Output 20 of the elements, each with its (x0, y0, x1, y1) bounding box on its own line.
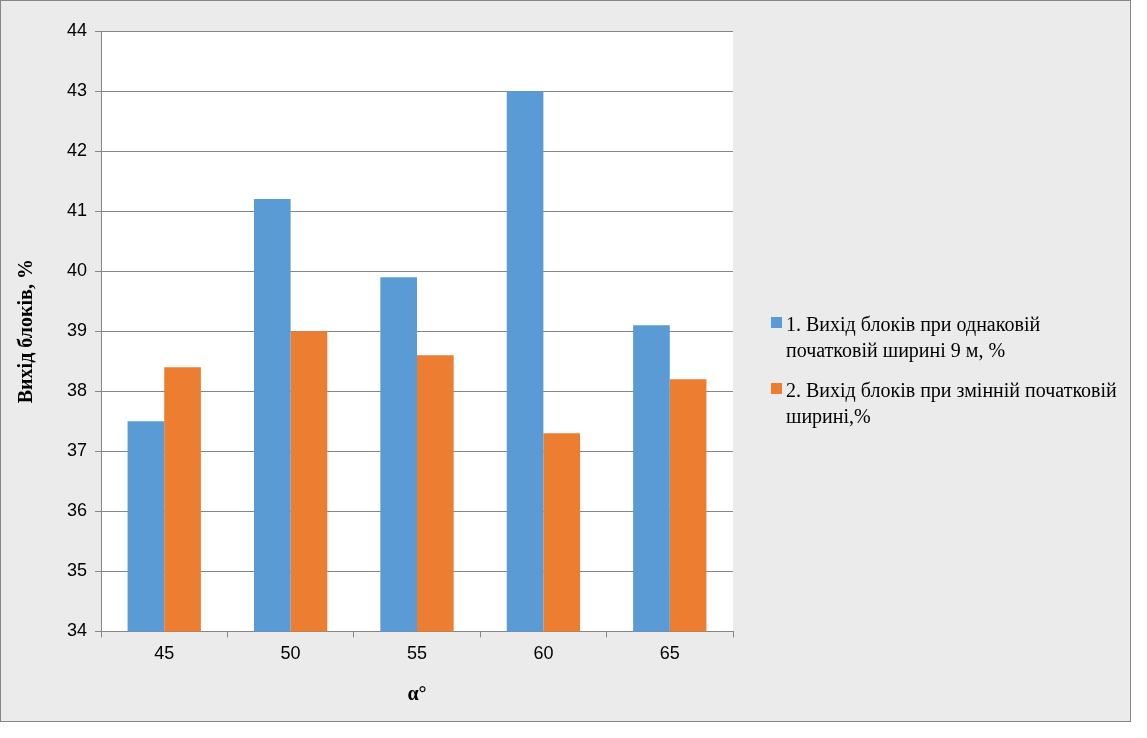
legend-label: 2. Вихід блоків при змінній початковій ширині,% (786, 378, 1118, 429)
x-tick-label: 55 (407, 643, 428, 664)
y-tick-label: 38 (66, 380, 88, 401)
y-tick-label: 39 (66, 320, 88, 341)
y-tick-label: 44 (66, 19, 88, 40)
y-tick-label: 43 (66, 80, 88, 101)
x-tick-label: 45 (154, 643, 175, 664)
x-tick-label: 50 (280, 643, 301, 664)
y-tick-label: 35 (66, 560, 88, 581)
y-tick-label: 36 (66, 500, 88, 521)
legend-label: 1. Вихід блоків при однаковій початковій ширині 9 м, % (786, 312, 1042, 363)
y-tick-label: 41 (66, 200, 88, 221)
x-axis-title: α° (407, 682, 427, 705)
y-tick-label: 37 (66, 440, 88, 461)
y-axis-title: Вихід блоків, % (14, 259, 37, 404)
y-tick-label: 42 (66, 140, 88, 161)
x-tick-label: 65 (659, 643, 680, 664)
y-tick-label: 40 (66, 260, 88, 281)
y-tick-label: 34 (66, 620, 88, 641)
x-tick-label: 60 (533, 643, 554, 664)
